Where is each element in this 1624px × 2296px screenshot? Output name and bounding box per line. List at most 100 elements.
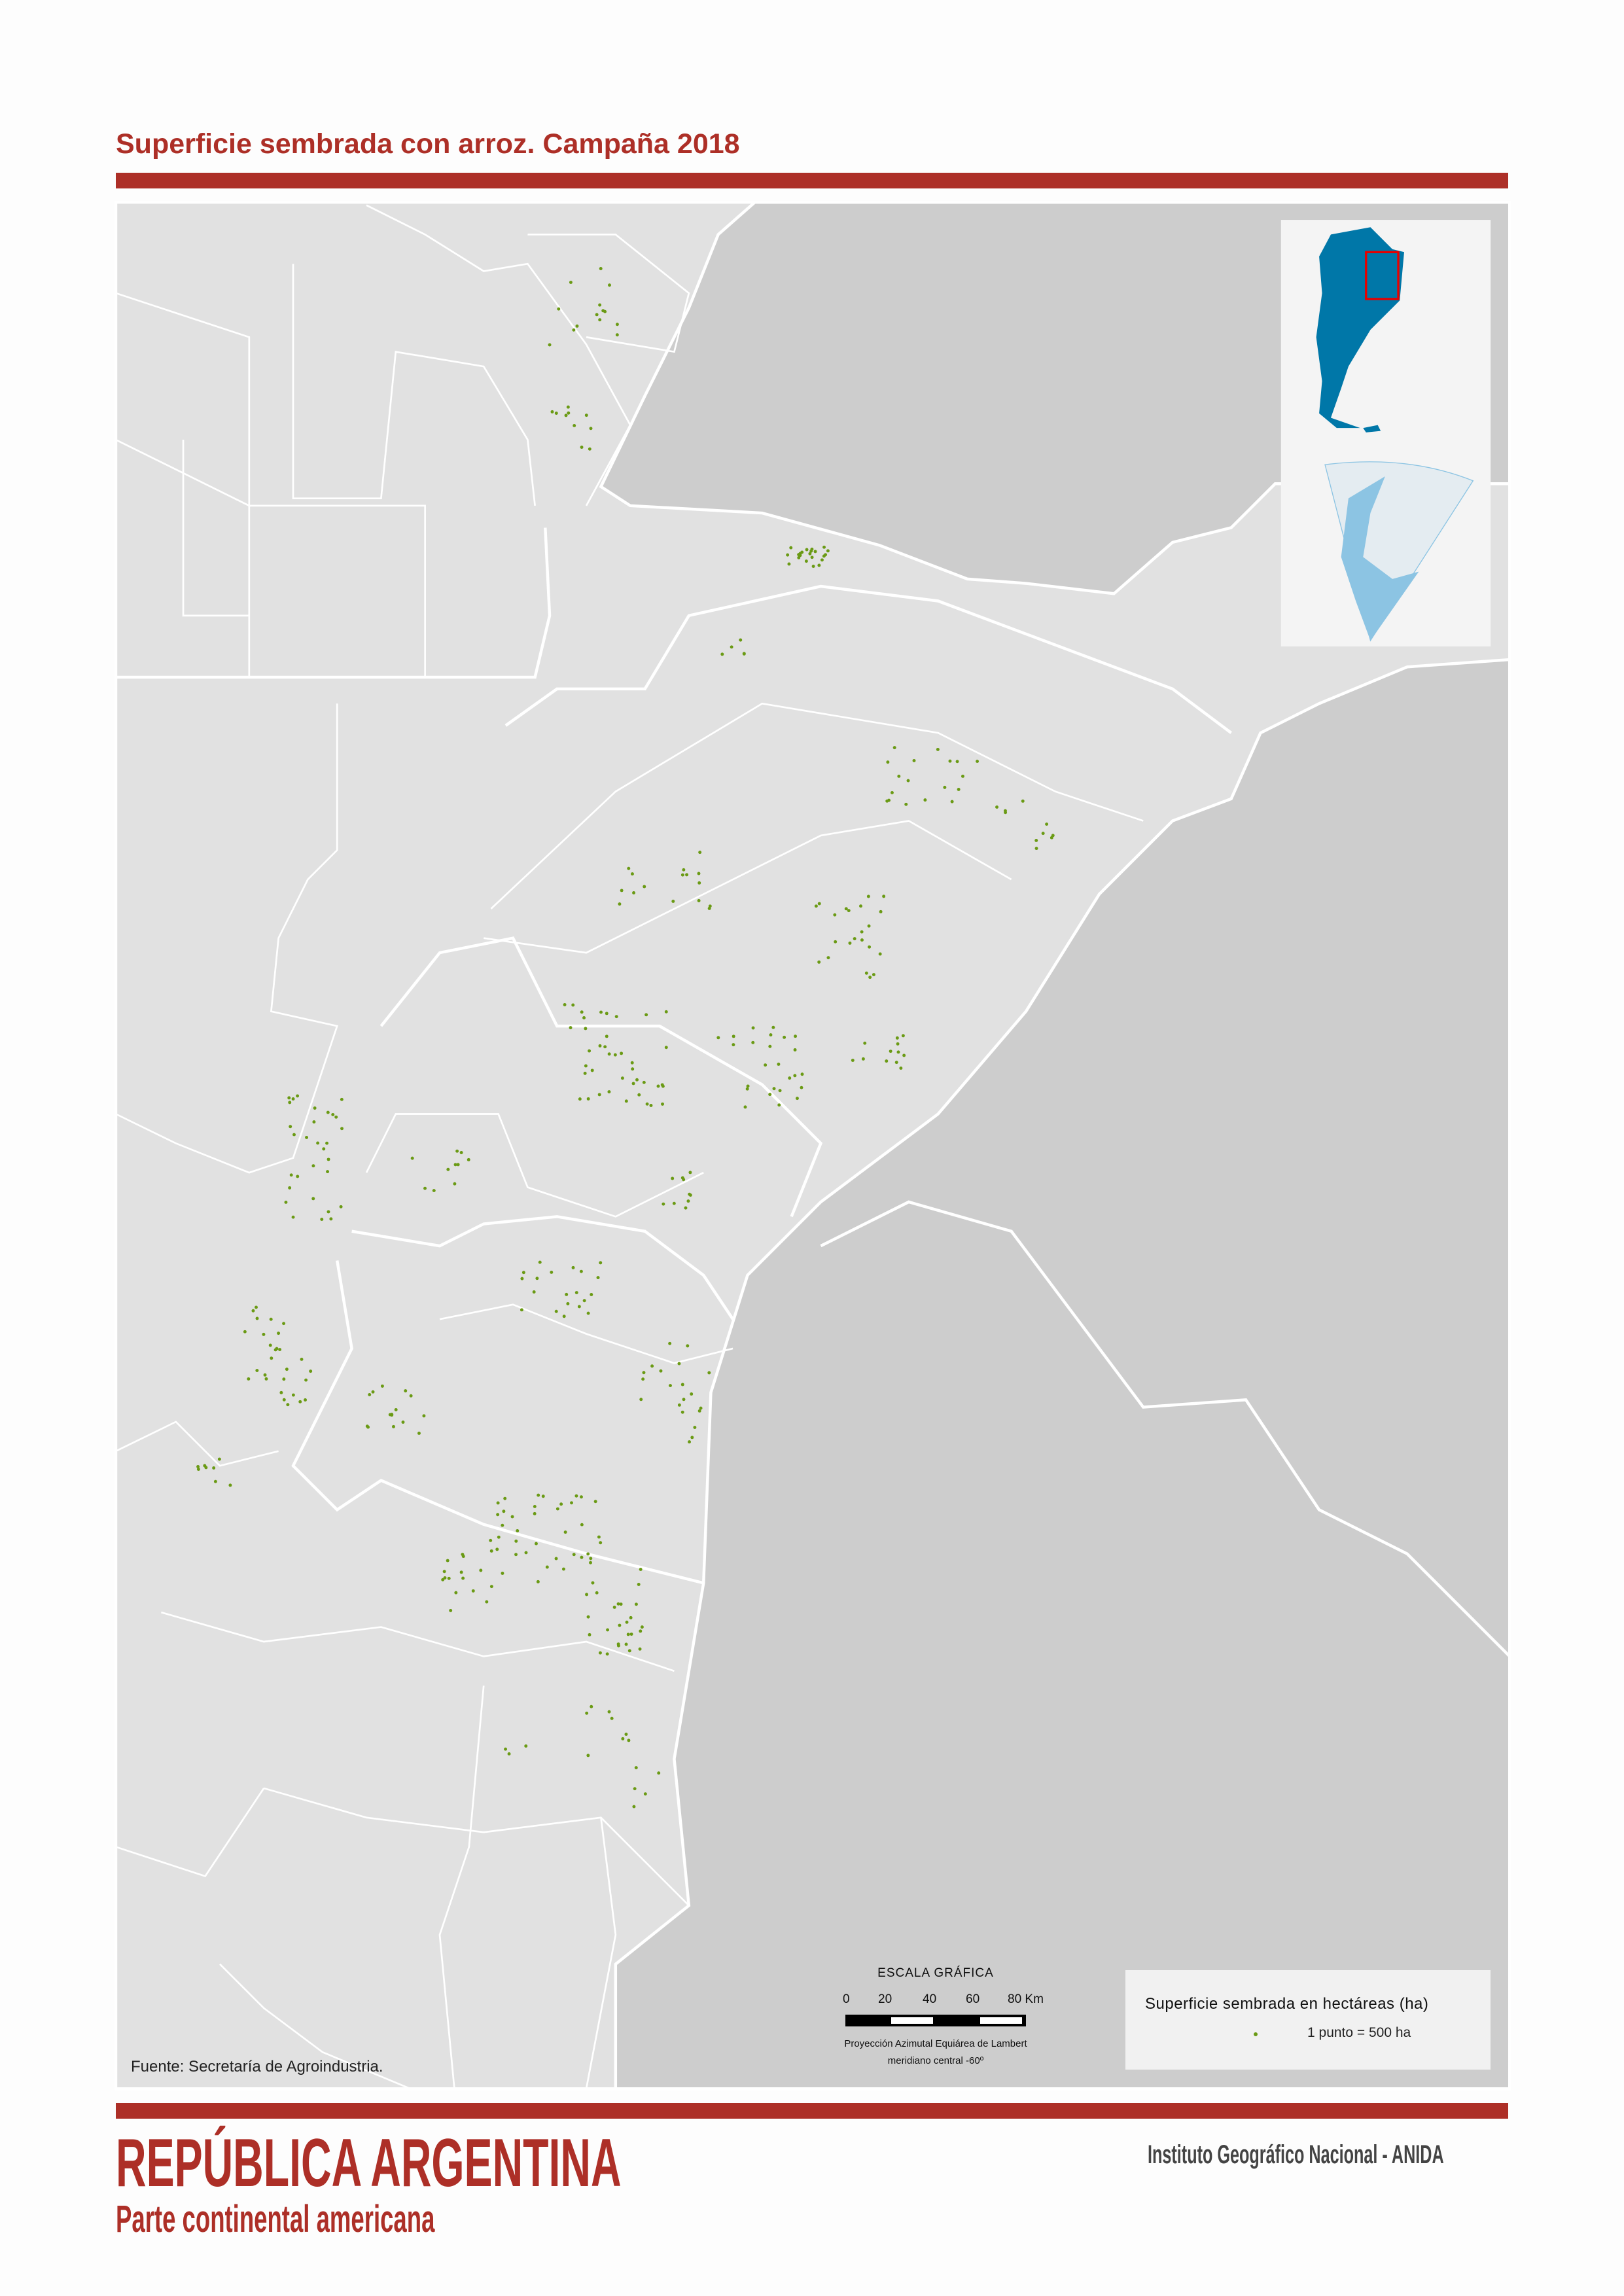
- rice-dot: [264, 1377, 268, 1381]
- rice-dot: [571, 1003, 575, 1007]
- rice-dot: [255, 1316, 259, 1320]
- rice-dot: [672, 1201, 676, 1205]
- rice-dot: [632, 891, 636, 894]
- dot-symbol-icon: [1254, 2032, 1258, 2036]
- rice-dot: [810, 547, 814, 551]
- rice-dot: [563, 1530, 567, 1534]
- rice-dot: [630, 1061, 634, 1065]
- rice-dot: [662, 1202, 665, 1206]
- rice-dot: [800, 550, 804, 554]
- rice-dot: [538, 1260, 542, 1264]
- rice-dot: [312, 1120, 316, 1124]
- rice-dot: [605, 1034, 609, 1038]
- scale-tick: 20: [878, 1992, 892, 2006]
- rice-dot: [629, 1616, 633, 1619]
- rice-dot: [554, 1309, 558, 1313]
- rice-dot: [313, 1106, 317, 1110]
- rice-dot: [365, 1424, 369, 1428]
- rice-dot: [394, 1408, 398, 1411]
- rice-dot: [516, 1528, 520, 1532]
- rice-dot: [822, 545, 826, 549]
- rice-dot: [255, 1369, 259, 1373]
- rice-dot: [772, 1087, 776, 1091]
- rice-dot: [777, 1103, 781, 1107]
- rice-dot: [574, 1291, 578, 1294]
- rice-dot: [817, 960, 821, 964]
- rice-dot: [995, 805, 998, 809]
- rice-dot: [635, 1078, 639, 1082]
- rice-dot: [677, 1362, 681, 1366]
- rice-dot: [586, 1754, 590, 1757]
- rice-dot: [686, 1344, 690, 1348]
- rice-dot: [751, 1026, 755, 1030]
- rice-dot: [768, 1093, 772, 1097]
- rice-dot: [311, 1197, 315, 1201]
- rice-dot: [948, 759, 952, 763]
- rice-dot: [269, 1317, 273, 1321]
- rice-dot: [217, 1457, 221, 1461]
- rice-dot: [479, 1568, 483, 1572]
- rice-dot: [641, 1377, 645, 1381]
- rice-dot: [580, 1010, 584, 1014]
- rice-dot: [860, 938, 864, 942]
- rice-dot: [899, 1066, 903, 1070]
- rice-dot: [961, 774, 964, 778]
- rice-dot: [688, 1171, 692, 1174]
- rice-dot: [697, 872, 701, 875]
- rice-dot: [296, 1174, 300, 1178]
- rice-dot: [637, 1093, 641, 1097]
- rice-dot: [612, 1605, 616, 1609]
- rice-dot: [625, 1620, 629, 1624]
- rice-dot: [595, 313, 599, 317]
- rice-dot: [262, 1332, 266, 1336]
- rice-dot: [284, 1200, 288, 1204]
- rice-dot: [793, 1074, 797, 1078]
- rice-dot: [642, 1080, 646, 1084]
- scale-graphic: [845, 2015, 1026, 2026]
- rice-dot: [788, 1076, 792, 1080]
- legend-title: Superficie sembrada en hectáreas (ha): [1145, 1995, 1429, 2013]
- rice-dot: [459, 1151, 463, 1154]
- rice-dot: [320, 1218, 324, 1221]
- country-subtitle: Parte continental americana: [116, 2198, 435, 2240]
- rice-dot: [599, 1541, 603, 1545]
- rice-dot: [291, 1215, 295, 1219]
- rice-dot: [461, 1576, 465, 1580]
- rice-dot: [514, 1539, 518, 1543]
- rice-dot: [690, 1436, 694, 1439]
- rice-dot: [607, 1090, 611, 1094]
- scale-tick: 60: [966, 1992, 980, 2006]
- rice-dot: [537, 1493, 540, 1497]
- neighbor-area-east: [614, 658, 1510, 2089]
- rice-dot: [598, 1044, 602, 1048]
- rice-dot: [624, 1733, 628, 1736]
- rice-dot: [247, 1377, 251, 1381]
- rice-dot: [720, 652, 724, 656]
- rice-dot: [680, 1410, 684, 1414]
- rice-dot: [282, 1398, 286, 1402]
- rice-dot: [502, 1510, 506, 1513]
- scale-title: ESCALA GRÁFICA: [877, 1966, 994, 1980]
- rice-dot: [572, 328, 576, 332]
- rice-dot: [688, 1440, 691, 1444]
- rice-dot: [501, 1523, 504, 1527]
- rice-dot: [707, 906, 711, 910]
- rice-dot: [263, 1373, 267, 1377]
- rice-dot: [680, 873, 684, 877]
- rice-dot: [563, 1003, 567, 1006]
- rice-dot: [895, 1036, 899, 1040]
- rice-dot: [976, 760, 980, 764]
- rice-dot: [447, 1576, 451, 1580]
- rice-dot: [598, 318, 602, 322]
- rice-dot: [716, 1036, 720, 1040]
- rice-dot: [196, 1468, 200, 1472]
- rice-dot: [304, 1378, 308, 1382]
- rice-dot: [268, 1343, 272, 1347]
- rice-dot: [684, 1206, 688, 1210]
- rice-dot: [795, 1097, 799, 1101]
- rice-dot: [501, 1572, 504, 1575]
- rice-dot: [1034, 838, 1038, 842]
- rice-dot: [606, 1628, 610, 1632]
